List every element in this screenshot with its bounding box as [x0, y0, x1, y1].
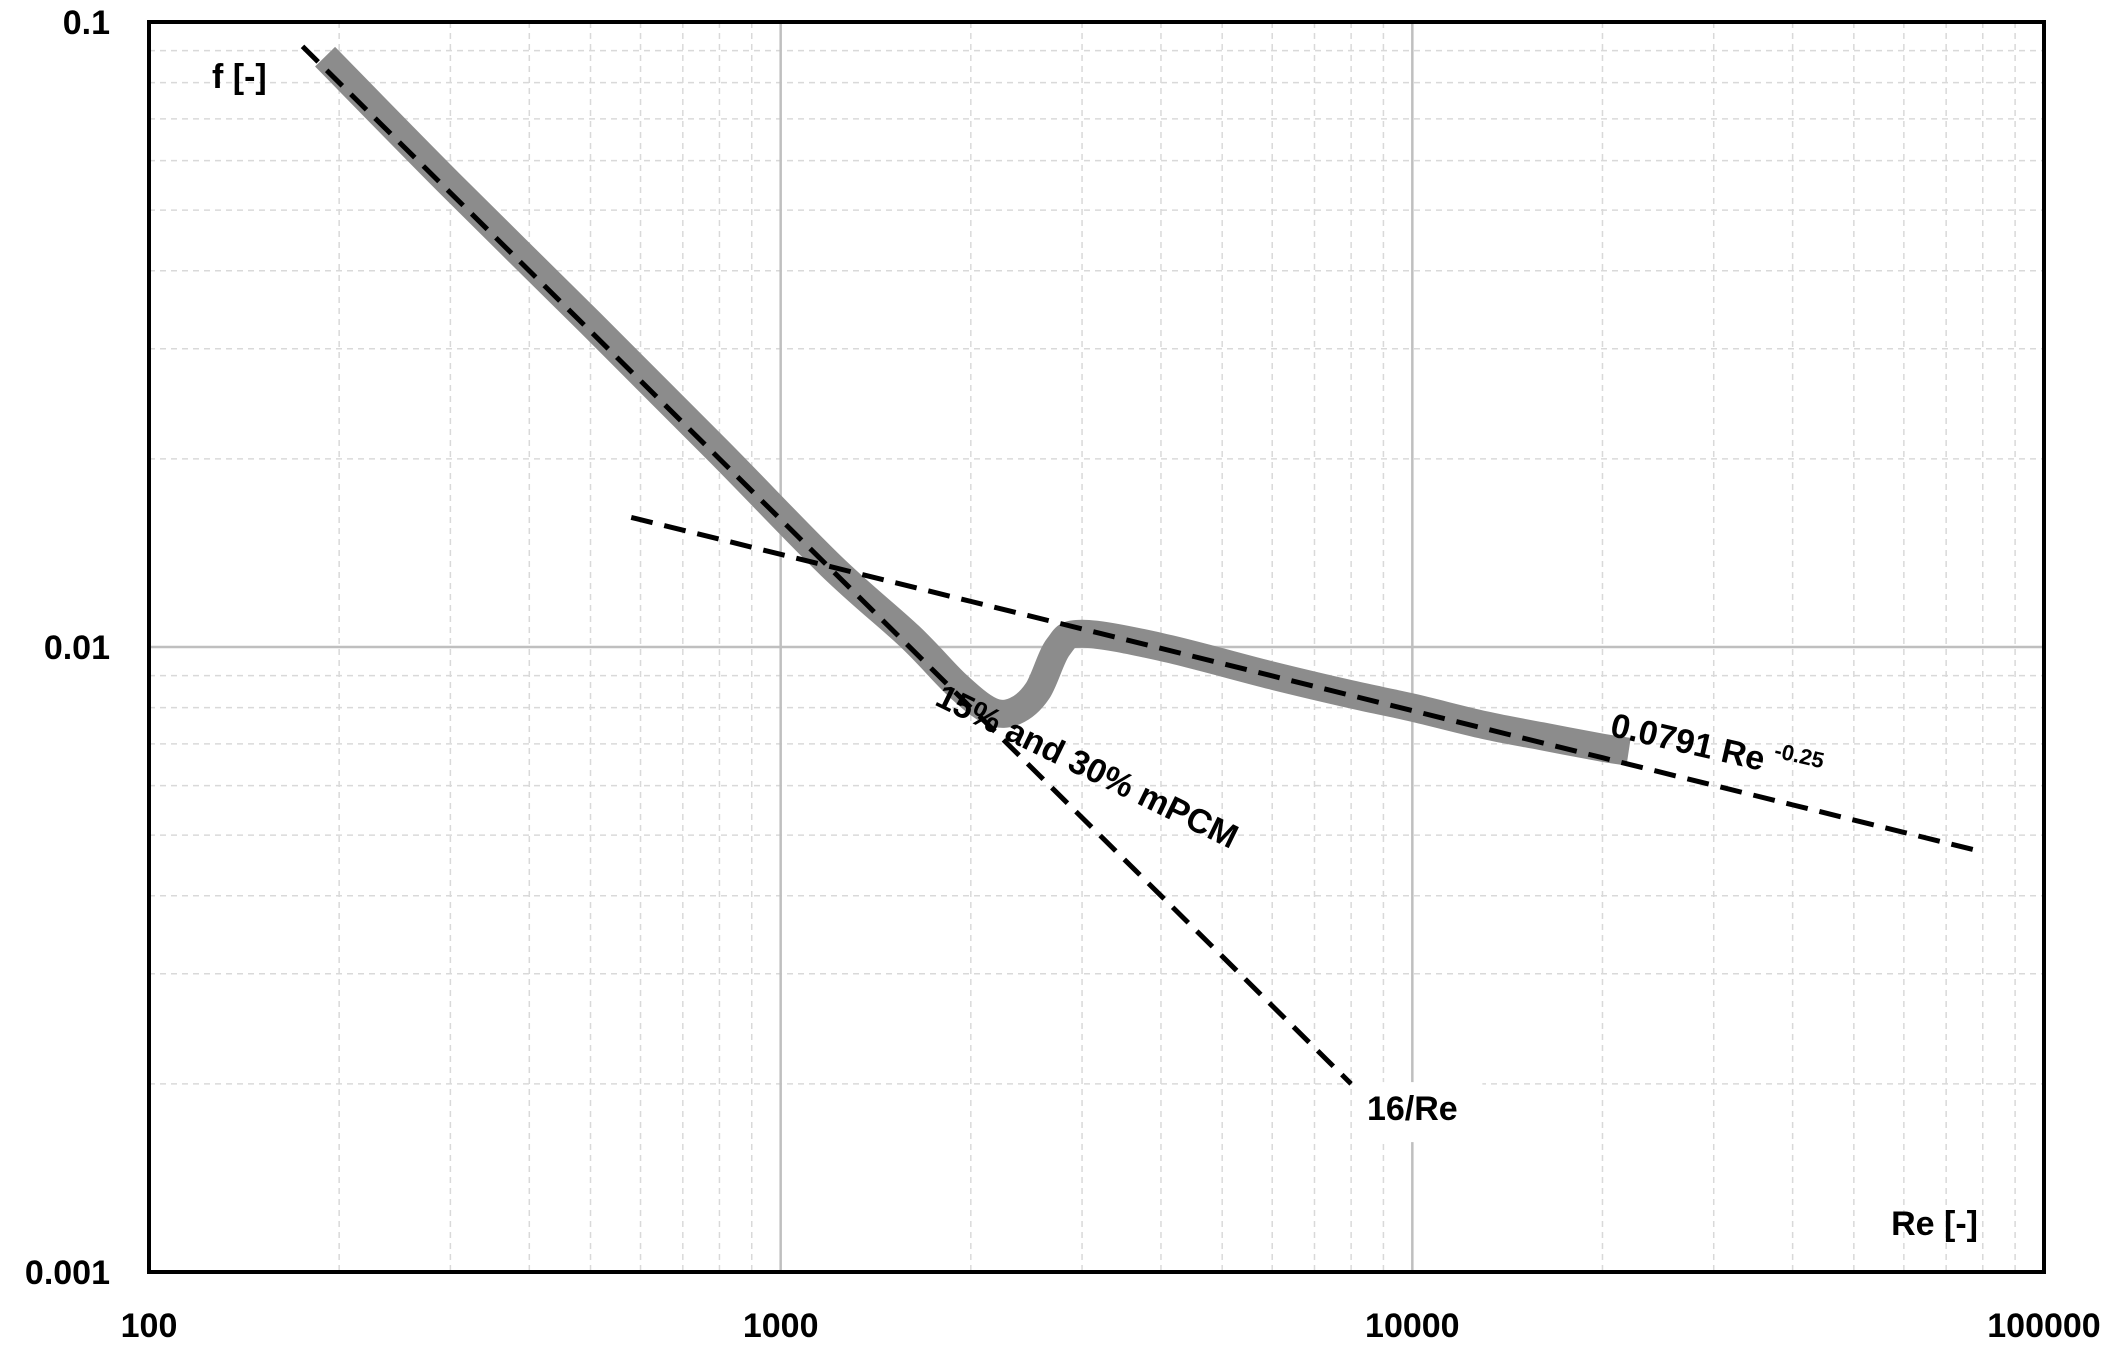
x-axis-label: Re [-] — [1891, 1205, 1978, 1243]
y-tick-label: 0.01 — [44, 629, 110, 667]
series-line-laminar — [300, 44, 1353, 1086]
annotation-1: 16/Re — [1367, 1090, 1458, 1128]
series-line-blasius — [630, 514, 1984, 855]
series-line-mpcm — [315, 46, 1631, 766]
label-background — [1352, 1082, 1483, 1143]
y-tick-label: 0.1 — [63, 4, 110, 42]
y-tick-label: 0.001 — [25, 1254, 110, 1292]
minor-gridlines — [149, 22, 2044, 1272]
x-tick-label: 100 — [121, 1307, 178, 1345]
x-tick-label: 10000 — [1365, 1307, 1460, 1345]
x-tick-label: 100000 — [1987, 1307, 2100, 1345]
plot-area-border — [147, 20, 2046, 1274]
tick-labels: 100 1000 10000 100000 0.001 0.01 0.1 — [25, 4, 2101, 1345]
series-layer — [300, 44, 1984, 1086]
x-tick-label: 1000 — [743, 1307, 819, 1345]
y-axis-label: f [-] — [212, 58, 267, 96]
